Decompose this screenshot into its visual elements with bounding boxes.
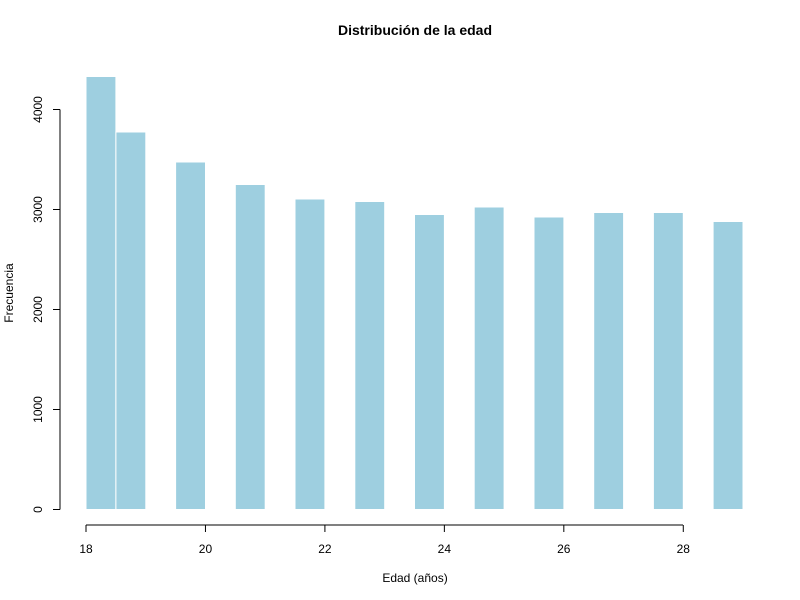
histogram-bar-9 [533, 216, 565, 510]
histogram-bar-12 [712, 221, 744, 510]
y-tick-label: 0 [31, 506, 45, 513]
histogram-bar-4 [234, 184, 266, 510]
x-tick-label: 20 [199, 542, 213, 556]
chart-title: Distribución de la edad [338, 22, 492, 38]
x-tick-label: 26 [557, 542, 571, 556]
y-tick-label: 3000 [31, 196, 45, 223]
y-axis-label: Frecuencia [2, 263, 16, 323]
histogram-bar-7 [414, 214, 445, 510]
bars-group [85, 76, 744, 510]
y-tick-label: 4000 [31, 96, 45, 123]
histogram-bar-2 [115, 131, 147, 510]
y-tick-label: 1000 [31, 396, 45, 423]
histogram-bar-6 [354, 201, 386, 510]
histogram-bar-3 [175, 161, 207, 510]
histogram-bar-8 [473, 206, 505, 510]
histogram-bar-1 [85, 76, 117, 510]
y-axis-ticks: 0 1000 2000 3000 4000 [31, 96, 60, 513]
histogram-bar-11 [652, 212, 684, 510]
x-tick-label: 28 [677, 542, 691, 556]
x-axis-label: Edad (años) [382, 571, 447, 585]
histogram-bar-10 [593, 212, 625, 510]
x-tick-label: 22 [318, 542, 332, 556]
x-axis-ticks: 18 20 22 24 26 28 [79, 525, 690, 556]
x-tick-label: 18 [79, 542, 93, 556]
histogram-bar-5 [294, 198, 326, 510]
x-tick-label: 24 [438, 542, 452, 556]
y-tick-label: 2000 [31, 296, 45, 323]
